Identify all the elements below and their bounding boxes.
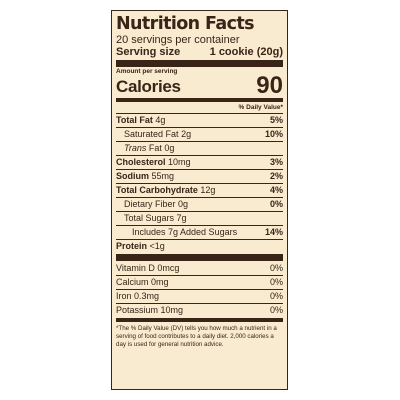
nutrient-amount: 7g [176, 213, 187, 223]
vitamin-name: Vitamin D [116, 263, 155, 273]
divider-thick-vitamins [116, 254, 283, 261]
nutrient-row-saturated-fat: Saturated Fat 2g 10% [116, 127, 283, 141]
calories-value: 90 [256, 72, 283, 99]
label-title: Nutrition Facts [116, 14, 255, 34]
vitamin-amount: 0mg [151, 277, 169, 287]
calories-row: Calories 90 [116, 72, 283, 99]
nutrient-dv: 14% [264, 227, 283, 237]
nutrient-row-total-sugars: Total Sugars 7g [116, 211, 283, 225]
vitamin-dv: 0% [269, 277, 283, 287]
nutrient-name: Cholesterol [116, 157, 166, 167]
nutrient-amount: 4g [155, 115, 166, 125]
nutrient-dv: 0% [269, 199, 283, 209]
divider-medium-footnote [116, 318, 283, 322]
nutrient-name-suffix: Fat [148, 143, 162, 153]
vitamin-dv: 0% [269, 291, 283, 301]
nutrient-row-dietary-fiber: Dietary Fiber 0g 0% [116, 197, 283, 211]
nutrient-dv: 5% [269, 115, 283, 125]
nutrient-dv: 3% [269, 157, 283, 167]
vitamin-name: Iron [116, 291, 132, 301]
nutrient-name: Saturated Fat [124, 129, 179, 139]
serving-size-value: 1 cookie (20g) [209, 46, 283, 58]
nutrient-name: Total Fat [116, 115, 153, 125]
calories-label: Calories [116, 77, 181, 96]
daily-value-header: % Daily Value* [238, 104, 283, 111]
vitamin-row-iron: Iron 0.3mg 0% [116, 289, 283, 303]
nutrient-name: Sodium [116, 171, 149, 181]
nutrient-name: Total Carbohydrate [116, 185, 198, 195]
vitamin-name: Calcium [116, 277, 149, 287]
nutrient-amount: 2g [181, 129, 192, 139]
nutrient-amount: 55mg [151, 171, 175, 181]
daily-value-footnote: *The % Daily Value (DV) tells you how mu… [116, 325, 277, 348]
vitamin-amount: 0.3mg [134, 291, 160, 301]
divider-medium [116, 98, 283, 102]
nutrient-row-cholesterol: Cholesterol 10mg 3% [116, 155, 283, 169]
vitamin-row-vitamin-d: Vitamin D 0mcg 0% [116, 262, 283, 275]
nutrition-facts-label: Nutrition Facts 20 servings per containe… [111, 10, 288, 390]
amount-per-serving: Amount per serving [116, 68, 178, 75]
nutrient-name: Protein [116, 241, 148, 251]
nutrient-row-protein: Protein <1g [116, 239, 283, 253]
vitamin-row-potassium: Potassium 10mg 0% [116, 303, 283, 317]
servings-per-container: 20 servings per container [116, 34, 240, 46]
vitamin-dv: 0% [269, 305, 283, 315]
nutrient-row-added-sugars: Includes 7g Added Sugars 14% [116, 225, 283, 239]
divider-thick [116, 60, 283, 67]
vitamin-amount: 10mg [160, 305, 184, 315]
nutrient-amount: 12g [200, 185, 216, 195]
serving-size-row: Serving size 1 cookie (20g) [116, 46, 283, 59]
nutrient-dv: 10% [264, 129, 283, 139]
nutrient-amount: <1g [149, 241, 165, 251]
nutrient-name: Total Sugars [124, 213, 175, 223]
nutrient-dv: 4% [269, 185, 283, 195]
nutrient-row-total-fat: Total Fat 4g 5% [116, 113, 283, 127]
vitamin-name: Potassium [116, 305, 159, 315]
nutrient-name: Includes 7g Added Sugars [132, 227, 238, 237]
nutrient-dv: 2% [269, 171, 283, 181]
nutrient-row-sodium: Sodium 55mg 2% [116, 169, 283, 183]
nutrient-amount: 0g [178, 199, 189, 209]
nutrient-name: Trans [124, 143, 147, 153]
nutrient-row-trans-fat: Trans Fat 0g [116, 141, 283, 155]
serving-size-label: Serving size [116, 46, 181, 58]
nutrient-amount: 0g [164, 143, 175, 153]
nutrient-row-total-carbohydrate: Total Carbohydrate 12g 4% [116, 183, 283, 197]
vitamin-amount: 0mcg [157, 263, 180, 273]
vitamin-row-calcium: Calcium 0mg 0% [116, 275, 283, 289]
nutrient-amount: 10mg [168, 157, 191, 167]
vitamin-dv: 0% [269, 263, 283, 273]
nutrient-name: Dietary Fiber [124, 199, 176, 209]
